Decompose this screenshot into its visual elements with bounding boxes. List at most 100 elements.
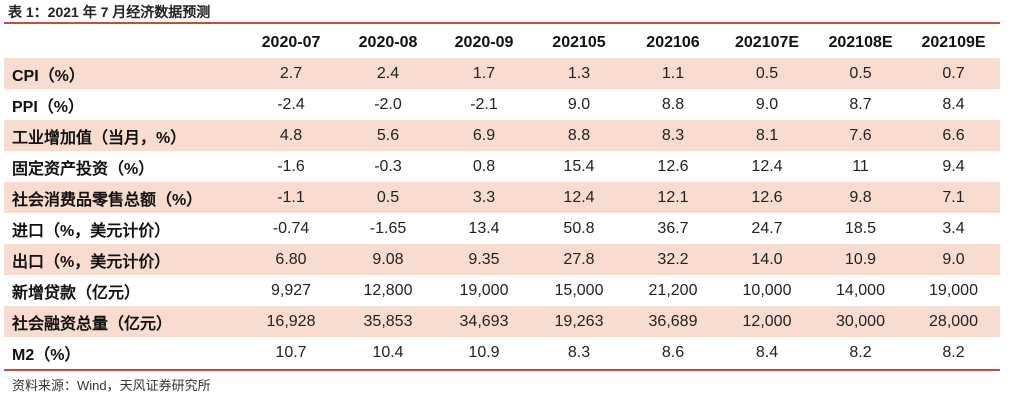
economic-forecast-table: 2020-07 2020-08 2020-09 202105 202106 20… bbox=[4, 27, 1000, 368]
table-cell: 2.4 bbox=[340, 58, 436, 89]
table-cell: 8.7 bbox=[849, 95, 872, 113]
row-label: CPI（%） bbox=[4, 58, 242, 89]
table-row: CPI（%） 2.7 2.4 1.7 1.3 1.1 0.5 0.5 0.7 bbox=[4, 58, 1000, 89]
table-cell: -2.0 bbox=[374, 95, 402, 113]
table-cell: 24.7 bbox=[751, 219, 783, 237]
table-cell: 28,000 bbox=[907, 306, 1000, 337]
table-cell: 21,200 bbox=[648, 281, 698, 299]
table-cell: 5.6 bbox=[340, 120, 436, 151]
header-cell: 202106 bbox=[646, 33, 700, 51]
table-cell: 27.8 bbox=[532, 244, 626, 275]
table-cell: -1.6 bbox=[277, 157, 305, 175]
table-cell: 14,000 bbox=[836, 281, 885, 299]
table-cell: 9.0 bbox=[755, 95, 779, 113]
table-cell: 50.8 bbox=[563, 219, 595, 237]
table-cell: 10.9 bbox=[468, 343, 500, 361]
row-label: 工业增加值（当月，%） bbox=[4, 120, 242, 151]
table-cell: 0.8 bbox=[472, 157, 496, 175]
table-cell: 2.7 bbox=[242, 58, 340, 89]
top-rule bbox=[4, 22, 1000, 24]
table-cell: 9.35 bbox=[436, 244, 532, 275]
table-cell: 10.4 bbox=[372, 343, 404, 361]
table-cell: 8.2 bbox=[849, 343, 872, 361]
table-cell: 35,853 bbox=[340, 306, 436, 337]
table-row: 工业增加值（当月，%） 4.8 5.6 6.9 8.8 8.3 8.1 7.6 6.6 bbox=[4, 120, 1000, 151]
table-cell: 4.8 bbox=[242, 120, 340, 151]
table-cell: 8.2 bbox=[942, 343, 965, 361]
table-cell: 9,927 bbox=[270, 281, 312, 299]
table-cell: 8.8 bbox=[661, 95, 685, 113]
table-cell: 0.5 bbox=[814, 58, 907, 89]
row-label: 社会消费品零售总额（%） bbox=[4, 182, 242, 213]
row-label: 新增贷款（亿元） bbox=[12, 284, 141, 302]
table-cell: 3.4 bbox=[942, 219, 965, 237]
table-cell: 32.2 bbox=[626, 244, 720, 275]
header-cell: 2020-09 bbox=[454, 33, 514, 51]
table-cell: 7.1 bbox=[907, 182, 1000, 213]
table-cell: 19,263 bbox=[532, 306, 626, 337]
table-cell: 12.1 bbox=[626, 182, 720, 213]
table-row: 固定资产投资（%） -1.6 -0.3 0.8 15.4 12.6 12.4 11 9.4 bbox=[4, 151, 1000, 182]
table-row: 社会融资总量（亿元） 16,928 35,853 34,693 19,263 36,689… bbox=[4, 306, 1000, 337]
table-cell: 9.08 bbox=[340, 244, 436, 275]
table-row: M2（%） 10.7 10.4 10.9 8.3 8.6 8.4 8.2 8.2 bbox=[4, 337, 1000, 368]
table-cell: 19,000 bbox=[929, 281, 978, 299]
table-cell: 6.9 bbox=[436, 120, 532, 151]
table-cell: -0.3 bbox=[374, 157, 402, 175]
table-cell: 12,800 bbox=[363, 281, 413, 299]
table-cell: 19,000 bbox=[459, 281, 509, 299]
header-cell: 202105 bbox=[552, 33, 606, 51]
table-cell: 15.4 bbox=[563, 157, 595, 175]
table-cell: 0.7 bbox=[907, 58, 1000, 89]
table-cell: 15,000 bbox=[554, 281, 604, 299]
table-cell: 34,693 bbox=[436, 306, 532, 337]
table-cell: 8.6 bbox=[661, 343, 685, 361]
table-cell: -2.1 bbox=[470, 95, 498, 113]
table-cell: 12,000 bbox=[720, 306, 814, 337]
table-cell: 18.5 bbox=[844, 219, 877, 237]
table-row: PPI（%） -2.4 -2.0 -2.1 9.0 8.8 9.0 8.7 8.4 bbox=[4, 89, 1000, 120]
table-cell: 6.80 bbox=[242, 244, 340, 275]
table-cell: 10.7 bbox=[275, 343, 307, 361]
table-cell: 8.1 bbox=[720, 120, 814, 151]
row-label: PPI（%） bbox=[12, 98, 85, 116]
table-cell: 12.6 bbox=[657, 157, 689, 175]
header-cell: 202107E bbox=[734, 33, 800, 51]
row-label: M2（%） bbox=[12, 346, 81, 364]
header-cell: 202109E bbox=[921, 33, 986, 51]
table-cell: 7.6 bbox=[814, 120, 907, 151]
row-label: 社会融资总量（亿元） bbox=[4, 306, 242, 337]
table-cell: 8.4 bbox=[942, 95, 965, 113]
header-row: 2020-07 2020-08 2020-09 202105 202106 20… bbox=[4, 27, 1000, 58]
row-label: 固定资产投资（%） bbox=[12, 160, 155, 178]
table-cell: 8.3 bbox=[567, 343, 591, 361]
bottom-rule bbox=[4, 369, 1000, 371]
table-cell: 9.8 bbox=[814, 182, 907, 213]
table-cell: 1.3 bbox=[532, 58, 626, 89]
header-cell bbox=[4, 27, 242, 58]
table-cell: 10,000 bbox=[742, 281, 792, 299]
table-cell: -1.1 bbox=[242, 182, 340, 213]
table-cell: 0.5 bbox=[720, 58, 814, 89]
table-row: 新增贷款（亿元） 9,927 12,800 19,000 15,000 21,200 10,… bbox=[4, 275, 1000, 306]
table-row: 出口（%，美元计价） 6.80 9.08 9.35 27.8 32.2 14.0 10.9 9.… bbox=[4, 244, 1000, 275]
table-cell: 13.4 bbox=[468, 219, 500, 237]
table-cell: 36,689 bbox=[626, 306, 720, 337]
table-cell: -1.65 bbox=[369, 219, 407, 237]
table-cell: 8.3 bbox=[626, 120, 720, 151]
header-cell: 2020-08 bbox=[358, 33, 418, 51]
table-cell: 10.9 bbox=[814, 244, 907, 275]
table-cell: 1.7 bbox=[436, 58, 532, 89]
table-cell: 12.6 bbox=[720, 182, 814, 213]
table-cell: -0.74 bbox=[272, 219, 310, 237]
table-cell: 8.8 bbox=[532, 120, 626, 151]
table-cell: 14.0 bbox=[720, 244, 814, 275]
table-cell: 36.7 bbox=[657, 219, 689, 237]
row-label: 出口（%，美元计价） bbox=[4, 244, 242, 275]
header-cell: 2020-07 bbox=[261, 33, 321, 51]
header-cell: 202108E bbox=[828, 33, 893, 51]
table-cell: 9.0 bbox=[907, 244, 1000, 275]
source-note: 资料来源：Wind，天风证券研究所 bbox=[12, 378, 211, 393]
table-cell: 6.6 bbox=[907, 120, 1000, 151]
table-cell: 12.4 bbox=[532, 182, 626, 213]
